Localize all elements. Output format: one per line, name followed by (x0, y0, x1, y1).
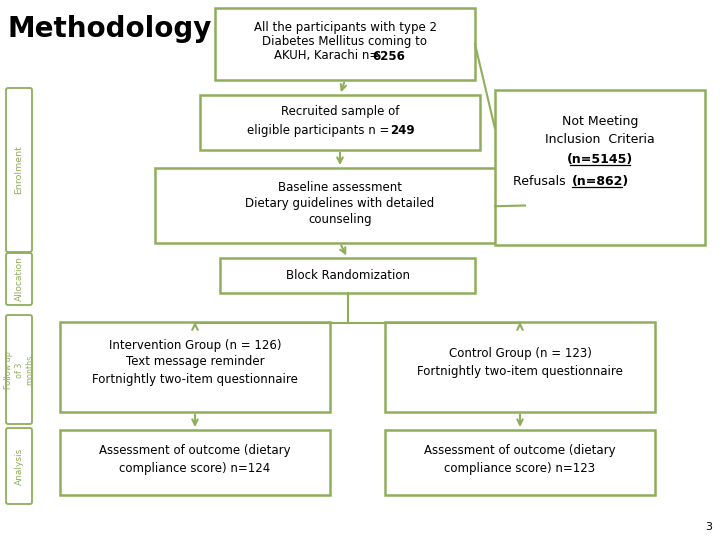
Text: Block Randomization: Block Randomization (286, 269, 410, 282)
Text: Control Group (n = 123): Control Group (n = 123) (449, 347, 591, 360)
FancyBboxPatch shape (60, 430, 330, 495)
Text: eligible participants n =: eligible participants n = (247, 124, 393, 137)
Text: Refusals: Refusals (513, 175, 570, 188)
Text: Text message reminder: Text message reminder (126, 355, 264, 368)
Text: Baseline assessment: Baseline assessment (278, 181, 402, 194)
FancyBboxPatch shape (385, 322, 655, 412)
FancyBboxPatch shape (215, 8, 475, 80)
FancyBboxPatch shape (60, 322, 330, 412)
Text: All the participants with type 2: All the participants with type 2 (253, 22, 436, 35)
FancyBboxPatch shape (6, 428, 32, 504)
Text: 3: 3 (705, 522, 712, 532)
FancyBboxPatch shape (6, 253, 32, 305)
Text: Diabetes Mellitus coming to: Diabetes Mellitus coming to (263, 36, 428, 49)
Text: compliance score) n=123: compliance score) n=123 (444, 462, 595, 475)
Text: 6256: 6256 (372, 50, 405, 63)
FancyBboxPatch shape (6, 88, 32, 252)
Text: compliance score) n=124: compliance score) n=124 (120, 462, 271, 475)
Text: Allocation: Allocation (14, 256, 24, 301)
FancyBboxPatch shape (200, 95, 480, 150)
Text: Dietary guidelines with detailed: Dietary guidelines with detailed (246, 197, 435, 210)
Text: 249: 249 (390, 124, 414, 137)
FancyBboxPatch shape (495, 90, 705, 245)
Text: counseling: counseling (308, 213, 372, 226)
Text: Intervention Group (n = 126): Intervention Group (n = 126) (109, 339, 282, 352)
Text: Enrolment: Enrolment (14, 146, 24, 194)
Text: Not Meeting: Not Meeting (562, 115, 638, 128)
Text: Analysis: Analysis (14, 447, 24, 484)
Text: Inclusion  Criteria: Inclusion Criteria (545, 133, 655, 146)
Text: AKUH, Karachi n=: AKUH, Karachi n= (274, 50, 379, 63)
Text: Methodology: Methodology (8, 15, 212, 43)
Text: Assessment of outcome (dietary: Assessment of outcome (dietary (424, 444, 616, 457)
Text: Recruited sample of: Recruited sample of (281, 105, 399, 118)
FancyBboxPatch shape (220, 258, 475, 293)
FancyBboxPatch shape (155, 168, 525, 243)
FancyBboxPatch shape (385, 430, 655, 495)
Text: (n=5145): (n=5145) (567, 153, 633, 166)
Text: Fortnightly two-item questionnaire: Fortnightly two-item questionnaire (417, 364, 623, 377)
Text: (n=862): (n=862) (572, 175, 629, 188)
FancyBboxPatch shape (6, 315, 32, 424)
Text: Fortnightly two-item questionnaire: Fortnightly two-item questionnaire (92, 373, 298, 386)
Text: Assessment of outcome (dietary: Assessment of outcome (dietary (99, 444, 291, 457)
Text: Follow up
of 3
months: Follow up of 3 months (4, 351, 34, 389)
